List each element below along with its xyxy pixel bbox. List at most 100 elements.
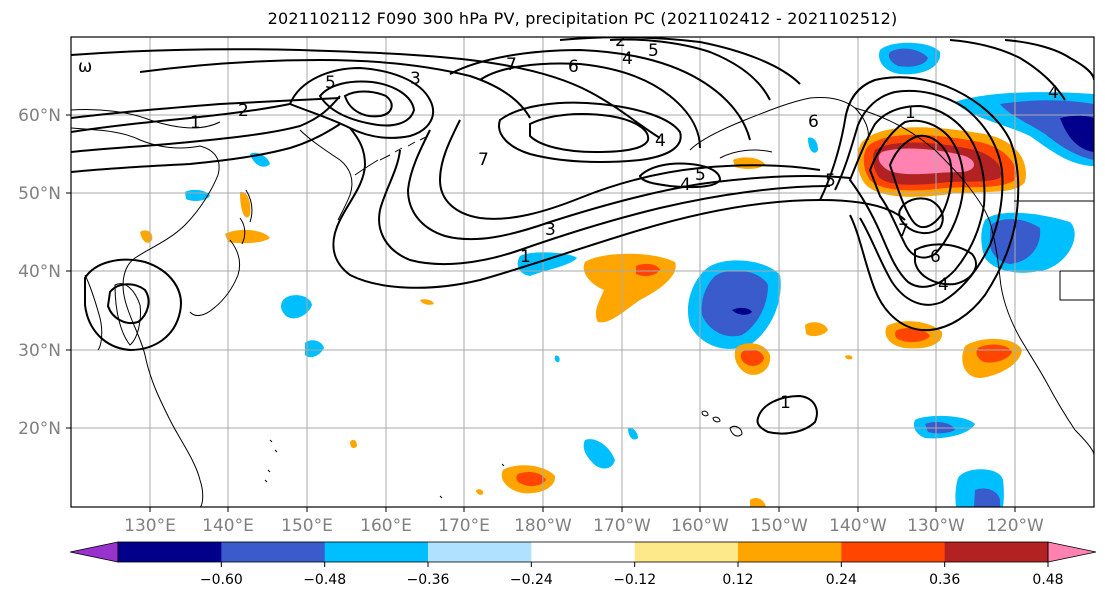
precip-positive-area: [240, 191, 251, 218]
contour-label: 1: [190, 113, 201, 133]
contour-label: 4: [655, 131, 666, 151]
contour-label: 4: [622, 49, 633, 69]
precip-negative-area: [1060, 115, 1094, 152]
latitude-label: 50°N: [18, 184, 61, 204]
contour-label: 6: [930, 247, 941, 267]
contour-label: 2: [615, 31, 626, 51]
contour-labels: ω 1 2 5 3 7 6 4 2 5 7 4 4 5 3 1 1 6 7 6: [78, 31, 1059, 413]
contour-label: 1: [905, 103, 916, 123]
longitude-label: 170°E: [438, 516, 490, 536]
colorbar-segment: [324, 542, 429, 562]
latitude-label: 60°N: [18, 106, 61, 126]
contour-label: 7: [898, 221, 909, 241]
precip-positive-area: [350, 439, 357, 449]
precip-positive-area: [976, 344, 1012, 363]
contour-label: 3: [410, 69, 421, 89]
longitude-label: 140°E: [202, 516, 254, 536]
contour-label: 2: [238, 101, 249, 121]
contour-label: 6: [808, 112, 819, 132]
colorbar-segment: [841, 542, 946, 562]
map-frame: [70, 36, 1095, 508]
longitude-label: 160°E: [360, 516, 412, 536]
contour-label: 4: [680, 175, 691, 195]
colorbar-segment: [738, 542, 842, 562]
precip-positive-area: [225, 229, 270, 244]
longitude-label: 180°W: [514, 516, 572, 536]
contour-label: 4: [938, 275, 949, 295]
contour-label: 5: [825, 171, 836, 191]
precip-positive-area: [845, 355, 853, 360]
longitude-label: 120°W: [986, 516, 1044, 536]
precip-positive-area: [420, 299, 434, 305]
colorbar-segment: [221, 542, 326, 562]
graticule: [71, 37, 1094, 507]
colorbar-tick-label: 0.48: [1032, 572, 1063, 588]
colorbar-border: [117, 541, 1049, 563]
colorbar-tick-label: −0.12: [613, 572, 656, 588]
longitude-label: 130°W: [907, 516, 965, 536]
contour-label: 5: [695, 165, 706, 185]
contour-label: 7: [506, 55, 517, 75]
colorbar-tick-label: −0.36: [407, 572, 450, 588]
colorbar-tick-label: −0.48: [303, 572, 346, 588]
colorbar-tick-label: 0.12: [722, 572, 753, 588]
colorbar-segment: [531, 542, 636, 562]
longitude-label: 170°W: [593, 516, 651, 536]
longitude-labels: 130°E 140°E 150°E 160°E 170°E 180°W 170°…: [124, 516, 1044, 536]
precip-negative-area: [281, 295, 312, 319]
figure-title: 2021102112 F090 300 hPa PV, precipitatio…: [267, 9, 898, 28]
colorbar-segment: [944, 542, 1049, 562]
precip-positive-area: [740, 349, 764, 366]
precip-positive-area: [140, 230, 153, 243]
latitude-label: 20°N: [18, 419, 61, 439]
colorbar-segment: [634, 542, 739, 562]
precip-positive-area: [895, 328, 930, 343]
precip-positive-area: [750, 498, 766, 507]
contour-label: ω: [78, 57, 92, 77]
precip-negative-area: [305, 340, 324, 358]
longitude-label: 140°W: [829, 516, 887, 536]
colorbar-segment: [118, 542, 222, 562]
contour-label: 3: [545, 220, 556, 240]
contour-label: 5: [648, 41, 659, 61]
latitude-labels: 60°N 50°N 40°N 30°N 20°N: [18, 106, 61, 439]
precip-negative-area: [974, 488, 1000, 507]
contour-label: 1: [520, 247, 531, 267]
precip-negative-area: [888, 48, 928, 67]
precip-negative-area: [701, 270, 768, 337]
latitude-label: 40°N: [18, 262, 61, 282]
contour-label: 1: [780, 393, 791, 413]
contour-label: 7: [478, 150, 489, 170]
colorbar-tick-label: −0.60: [200, 572, 243, 588]
precip-positive-area: [476, 489, 484, 495]
precip-negative-area: [554, 355, 560, 363]
longitude-label: 130°E: [124, 516, 176, 536]
contour-label: 6: [568, 57, 579, 77]
latitude-label: 30°N: [18, 341, 61, 361]
longitude-label: 160°W: [671, 516, 729, 536]
contour-label: 5: [325, 73, 336, 93]
colorbar: −0.60 −0.48 −0.36 −0.24 −0.12 0.12 0.24 0.36 0.4…: [69, 541, 1097, 588]
colorbar-tick-label: 0.36: [929, 572, 960, 588]
precip-positive-area: [516, 472, 546, 487]
precip-positive-area: [805, 322, 828, 337]
precip-positive-area: [878, 148, 975, 175]
precip-negative-area: [732, 307, 752, 315]
longitude-label: 150°E: [281, 516, 333, 536]
precip-negative-area: [808, 137, 818, 153]
precip-negative-area: [628, 427, 638, 440]
colorbar-extend-high: [1047, 541, 1097, 563]
colorbar-extend-low: [69, 541, 119, 563]
precip-negative-area: [517, 252, 577, 276]
longitude-label: 150°W: [750, 516, 808, 536]
colorbar-segment: [428, 542, 532, 562]
precip-positive-area: [636, 263, 660, 277]
map-content: ω 1 2 5 3 7 6 4 2 5 7 4 4 5 3 1 1 6 7 6: [71, 31, 1094, 507]
colorbar-tick-label: 0.24: [826, 572, 857, 588]
colorbar-tick-label: −0.24: [510, 572, 553, 588]
axis-ticks: [66, 114, 1016, 512]
precip-negative-area: [583, 439, 615, 469]
contour-label: 4: [1048, 83, 1059, 103]
